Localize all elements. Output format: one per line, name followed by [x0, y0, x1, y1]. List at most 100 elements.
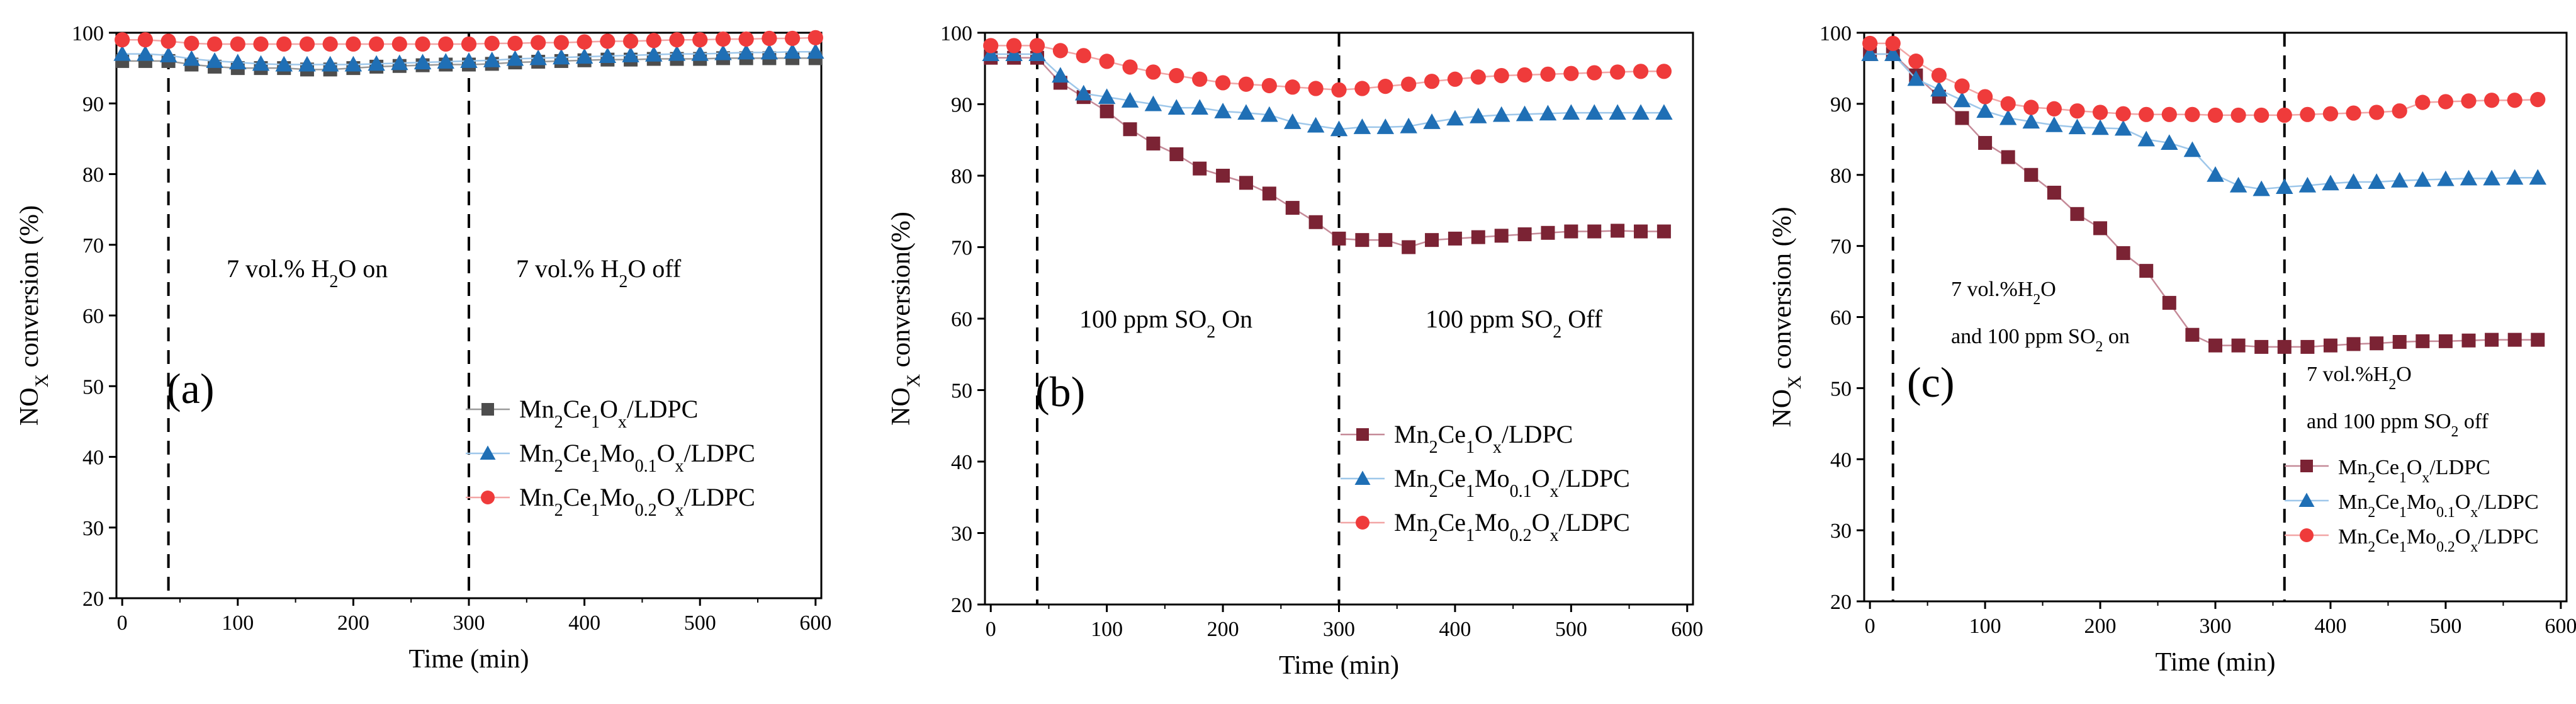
data-point: [2254, 339, 2269, 354]
data-point: [2277, 339, 2292, 354]
data-point: [692, 32, 708, 48]
data-point: [298, 55, 316, 72]
data-point: [622, 33, 639, 49]
data-point: [1029, 38, 1045, 54]
annotation-off: 100 ppm SO2 Off: [1426, 305, 1603, 342]
data-point: [438, 36, 454, 52]
data-point: [2460, 169, 2478, 186]
data-point: [1610, 64, 1626, 80]
legend-entry: Mn2Ce1Ox/LDPC: [2338, 456, 2490, 486]
x-axis-label: Time (min): [2156, 648, 2276, 677]
data-point: [1169, 147, 1184, 161]
y-tick-label: 100: [72, 22, 104, 45]
y-tick-label: 80: [951, 165, 972, 188]
data-point: [1930, 81, 1948, 97]
data-point: [1307, 116, 1325, 133]
y-tick-label: 60: [1830, 307, 1852, 330]
data-point: [460, 52, 478, 68]
data-point: [1308, 215, 1323, 229]
data-point: [1331, 82, 1347, 98]
data-point: [115, 32, 130, 48]
data-point: [1214, 103, 1232, 118]
data-point: [1448, 231, 1462, 246]
data-point: [1907, 70, 1925, 86]
y-tick-label: 90: [951, 94, 972, 117]
x-tick-label: 200: [1207, 618, 1239, 641]
data-point: [784, 30, 801, 47]
data-point: [1192, 71, 1208, 87]
y-tick-label: 90: [82, 93, 104, 116]
data-point: [137, 32, 154, 48]
legend-entry: Mn2Ce1Mo0.2Ox/LDPC: [2338, 525, 2539, 555]
legend-marker: [1354, 470, 1371, 485]
data-point: [2529, 169, 2547, 185]
y-tick-label: 90: [1830, 93, 1852, 116]
legend-entry: Mn2Ce1Mo0.1Ox/LDPC: [1394, 464, 1630, 501]
x-tick-label: 400: [1439, 618, 1471, 641]
data-point: [506, 50, 524, 66]
legend-marker: [2300, 460, 2313, 472]
data-point: [1215, 75, 1231, 91]
data-point: [1540, 66, 1556, 82]
data-point: [2208, 338, 2222, 353]
legend-entry: Mn2Ce1Ox/LDPC: [519, 395, 698, 432]
data-point: [982, 45, 999, 62]
series-2: [982, 45, 1673, 137]
data-point: [1585, 104, 1603, 120]
y-tick-label: 40: [82, 446, 104, 470]
y-tick-label: 50: [951, 380, 972, 403]
x-tick-label: 400: [2314, 615, 2346, 638]
x-tick-label: 0: [117, 611, 128, 635]
data-point: [1470, 69, 1486, 85]
legend-entry: Mn2Ce1Mo0.2Ox/LDPC: [1394, 508, 1630, 545]
data-point: [807, 30, 823, 45]
data-point: [1861, 45, 1879, 61]
data-point: [2414, 171, 2432, 187]
data-point: [253, 36, 269, 52]
data-point: [344, 55, 363, 72]
series-line: [1870, 53, 2538, 190]
data-point: [2137, 130, 2155, 147]
data-point: [1884, 45, 1902, 61]
data-point: [1656, 224, 1671, 239]
data-point: [1098, 88, 1116, 105]
legend-entry: Mn2Ce1Mo0.2Ox/LDPC: [519, 483, 755, 520]
data-point: [1285, 79, 1300, 95]
data-point: [321, 55, 339, 72]
data-point: [1908, 54, 1924, 69]
annotation-on: 7 vol.%H2O: [1951, 278, 2056, 308]
data-point: [483, 52, 501, 67]
data-point: [1611, 224, 1625, 238]
annotation-on-line2: and 100 ppm SO2 on: [1951, 325, 2130, 355]
data-point: [2139, 264, 2154, 278]
chart-panel-2: 0 100 200 300 400 500 600 20 30 40 50 60 70 80 90 100 Ti…: [887, 22, 1703, 680]
data-point: [1978, 135, 1993, 150]
data-point: [2531, 332, 2545, 347]
data-point: [299, 36, 315, 52]
data-point: [1633, 64, 1649, 79]
panel-label: (c): [1907, 358, 1954, 406]
panel-label: (b): [1035, 368, 1085, 416]
data-point: [276, 36, 292, 52]
y-tick-label: 100: [940, 22, 972, 45]
data-point: [1355, 233, 1370, 247]
data-point: [2001, 150, 2015, 164]
x-tick-label: 500: [1555, 618, 1587, 641]
data-point: [2346, 105, 2361, 121]
data-point: [2369, 105, 2385, 120]
x-tick-label: 400: [568, 611, 600, 635]
data-point: [2161, 134, 2178, 150]
data-point: [2162, 295, 2176, 310]
data-point: [2485, 332, 2499, 347]
y-tick-label: 80: [1830, 164, 1852, 188]
data-point: [2483, 169, 2500, 186]
data-point: [1052, 67, 1069, 83]
data-point: [2300, 106, 2315, 122]
data-point: [1191, 99, 1208, 115]
y-axis-label: NOX conversion (%): [15, 205, 52, 426]
data-point: [1285, 201, 1300, 215]
data-point: [2437, 170, 2455, 186]
legend-marker: [481, 491, 495, 504]
data-point: [2045, 116, 2063, 132]
data-point: [1494, 229, 1509, 243]
